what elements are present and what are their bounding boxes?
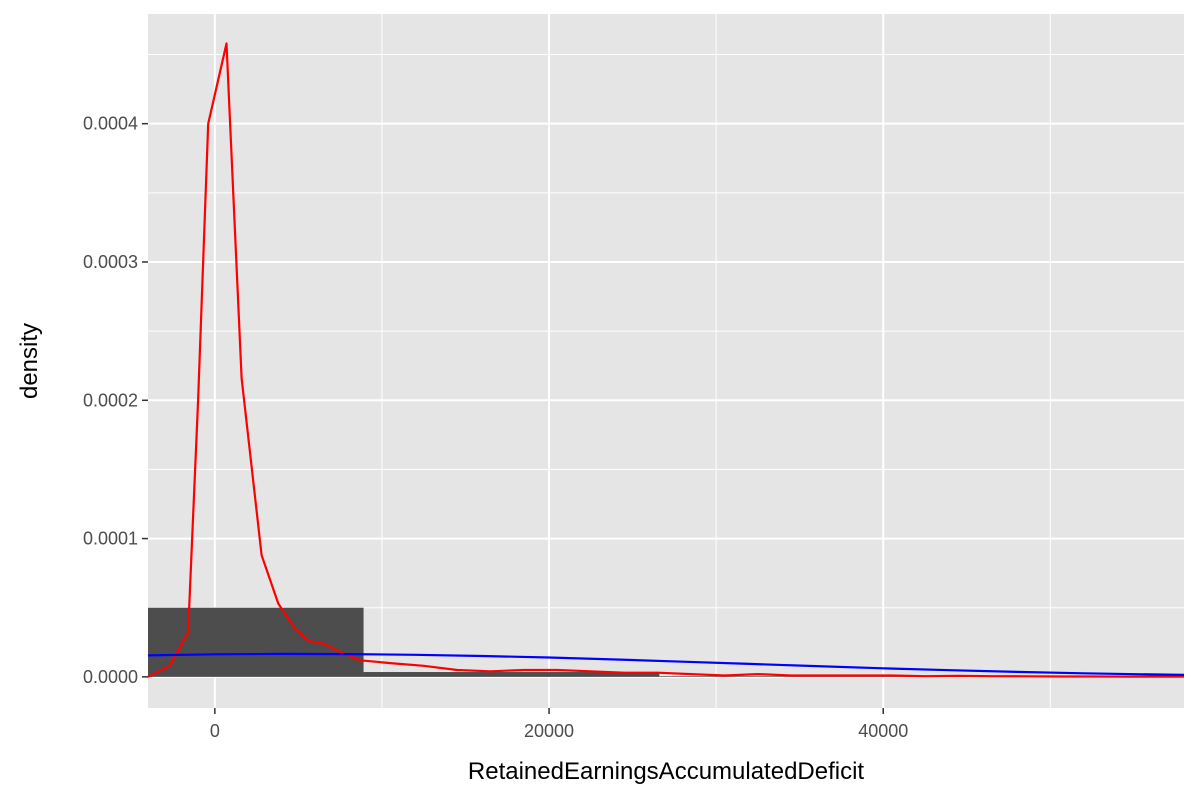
- plot-panel: [148, 14, 1184, 708]
- kernel-density-line: [147, 42, 1185, 678]
- x-tick-label: 0: [210, 721, 220, 741]
- histogram-bar: [148, 607, 364, 677]
- x-tick-label: 20000: [524, 721, 574, 741]
- histogram-bar: [363, 672, 660, 677]
- y-axis-title: density: [16, 323, 43, 399]
- axis-tick-labels: 0 20000 40000 0.0000 0.0001 0.0002 0.0003 0.000…: [83, 114, 908, 741]
- y-tick-label: 0.0004: [83, 114, 138, 134]
- density-lines: [147, 42, 1185, 678]
- y-tick-label: 0.0000: [83, 667, 138, 687]
- x-axis-title: RetainedEarningsAccumulatedDeficit: [468, 758, 865, 785]
- x-tick-label: 40000: [858, 721, 908, 741]
- y-tick-label: 0.0002: [83, 390, 138, 410]
- axis-ticks: [142, 122, 884, 714]
- normal-density-line: [147, 652, 1185, 676]
- y-tick-label: 0.0003: [83, 252, 138, 272]
- y-tick-label: 0.0001: [83, 529, 138, 549]
